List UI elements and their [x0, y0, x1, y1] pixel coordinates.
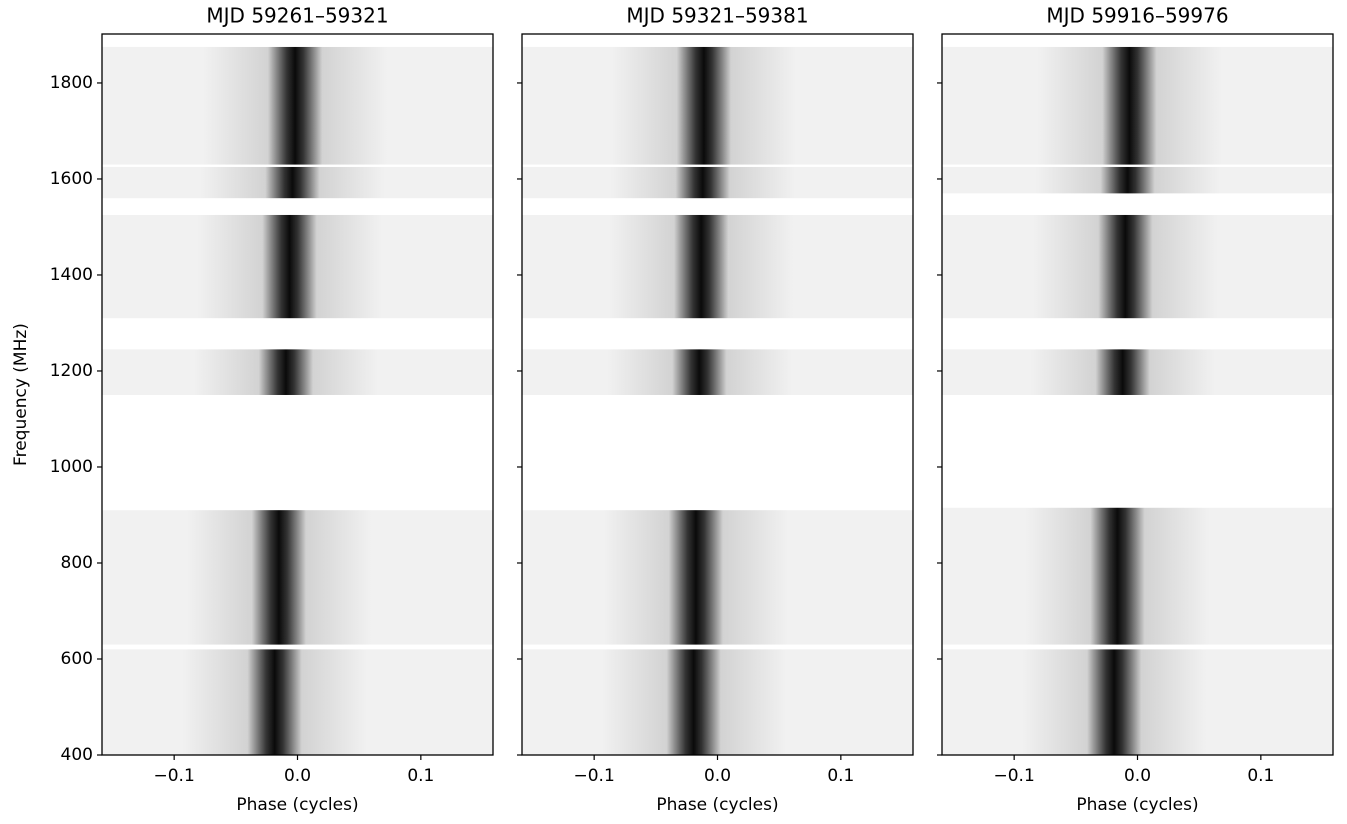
panel-title: MJD 59916–59976 — [1046, 4, 1228, 28]
panel: 400 600 800 1000 1200 1400 1600 1800 −0.1 0.0 0.1 M… — [11, 4, 494, 815]
pulse-core — [675, 166, 730, 199]
panel: −0.1 0.0 0.1 MJD 59916–59976 Phase (cycles) — [937, 4, 1334, 815]
pulse-core — [247, 649, 302, 755]
panel: −0.1 0.0 0.1 MJD 59321–59381 Phase (cycles) — [517, 4, 914, 815]
x-tick-label: −0.1 — [574, 766, 615, 786]
x-tick-label: 0.0 — [704, 766, 731, 786]
pulse-core — [1095, 349, 1150, 395]
pulse-core — [1090, 507, 1145, 645]
x-tick-label: 0.0 — [284, 766, 311, 786]
x-tick-label: −0.1 — [994, 766, 1035, 786]
pulse-core — [672, 349, 727, 395]
x-axis-label: Phase (cycles) — [656, 795, 778, 815]
pulse-core — [258, 349, 314, 395]
x-tick-label: 0.1 — [827, 766, 854, 786]
x-tick-label: −0.1 — [154, 766, 195, 786]
pulse-core — [676, 46, 732, 165]
pulse-core — [668, 510, 724, 645]
pulse-core — [1087, 649, 1142, 755]
pulse-core — [251, 510, 307, 645]
pulse-core — [265, 166, 320, 199]
pulse-core — [674, 214, 729, 319]
y-axis-label: Frequency (MHz) — [11, 323, 31, 466]
pulse-core — [666, 649, 721, 755]
y-tick-label: 600 — [61, 649, 93, 669]
panel-title: MJD 59321–59381 — [626, 4, 808, 28]
pulse-core — [262, 214, 317, 319]
pulse-core — [1100, 166, 1155, 194]
x-tick-label: 0.0 — [1124, 766, 1151, 786]
y-tick-label: 1000 — [50, 457, 93, 477]
pulse-core — [1102, 46, 1157, 165]
x-axis-label: Phase (cycles) — [1076, 795, 1198, 815]
pulse-core — [1098, 214, 1153, 319]
x-axis-label: Phase (cycles) — [236, 795, 358, 815]
y-tick-label: 1200 — [50, 361, 93, 381]
y-tick-label: 1800 — [50, 73, 93, 93]
pulse-core — [267, 46, 323, 165]
panel-title: MJD 59261–59321 — [206, 4, 388, 28]
y-tick-label: 800 — [61, 553, 93, 573]
x-tick-label: 0.1 — [1247, 766, 1274, 786]
y-tick-label: 400 — [61, 745, 93, 765]
y-tick-label: 1600 — [50, 169, 93, 189]
x-tick-label: 0.1 — [407, 766, 434, 786]
y-tick-label: 1400 — [50, 265, 93, 285]
